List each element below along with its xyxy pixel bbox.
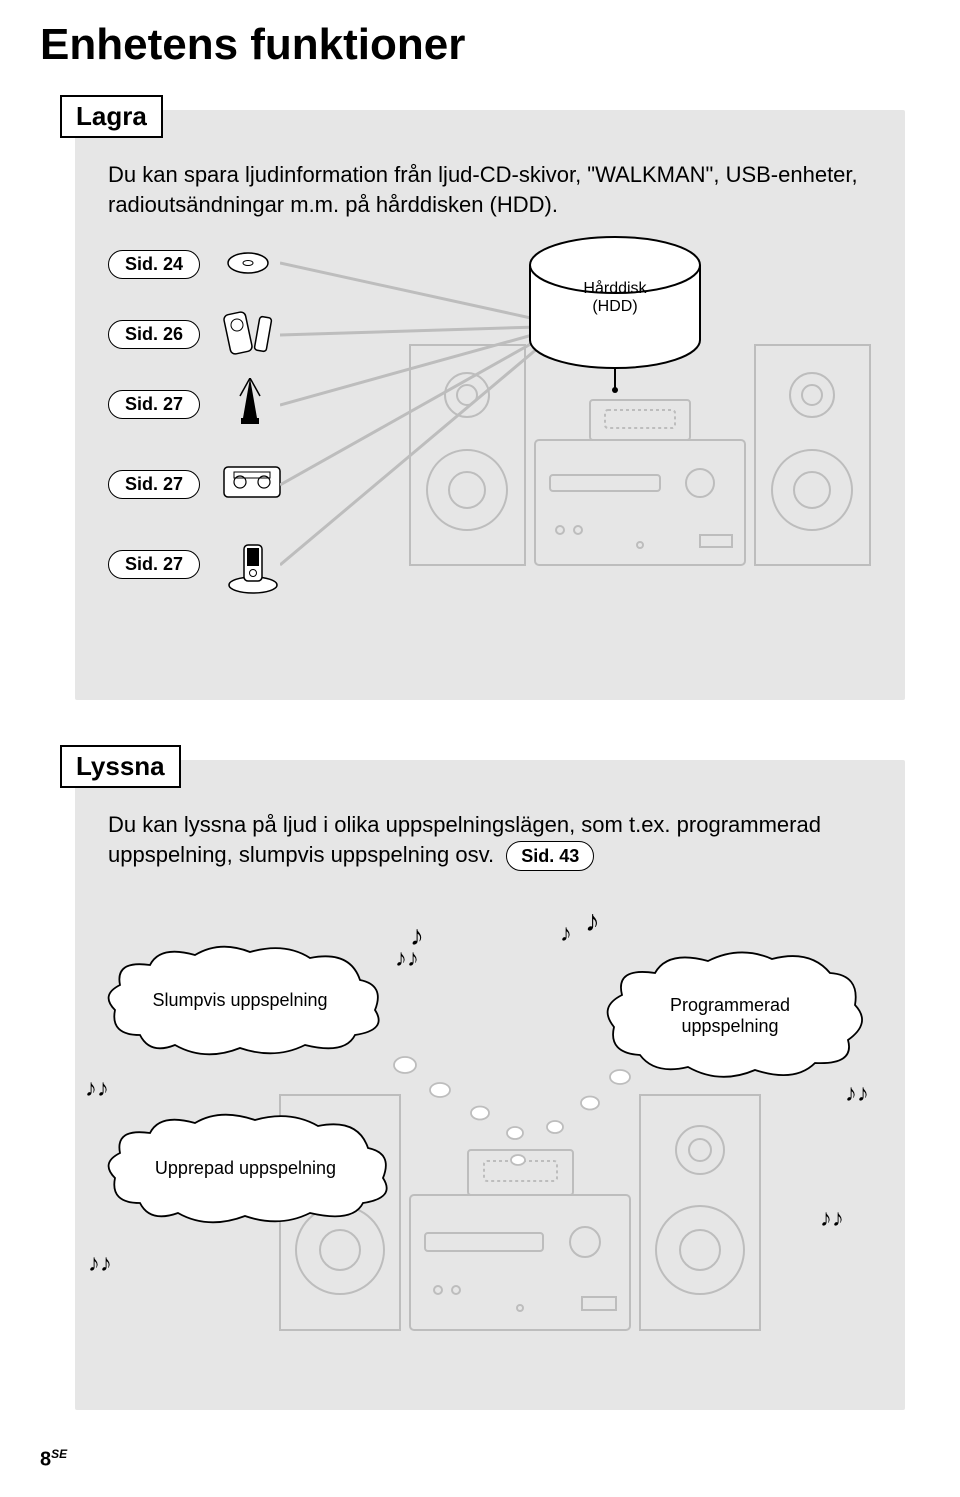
page-number-sup: SE xyxy=(51,1447,67,1461)
music-note-icon: ♪ xyxy=(560,920,572,948)
hdd-label-line1: Hårddisk xyxy=(583,280,646,297)
cloud-program-text: Programmerad uppspelning xyxy=(640,995,820,1037)
listen-intro: Du kan lyssna på ljud i olika uppspelnin… xyxy=(108,810,878,871)
cloud-repeat-text: Upprepad uppspelning xyxy=(133,1158,358,1179)
dock-icon xyxy=(226,540,281,600)
page-ref-26: Sid. 26 xyxy=(108,320,200,349)
page-ref-27c: Sid. 27 xyxy=(108,550,200,579)
listen-intro-text: Du kan lyssna på ljud i olika uppspelnin… xyxy=(108,812,821,867)
page-number-value: 8 xyxy=(40,1449,51,1471)
stereo-ghost-store-icon xyxy=(400,320,880,600)
music-note-icon: ♪♪ xyxy=(820,1205,844,1233)
walkman-icon xyxy=(222,305,282,365)
page-ref-27a: Sid. 27 xyxy=(108,390,200,419)
bubble-trail-icon xyxy=(390,1035,640,1195)
page-title: Enhetens funktioner xyxy=(40,20,465,70)
page-ref-43: Sid. 43 xyxy=(506,841,594,871)
music-note-icon: ♪♪ xyxy=(88,1250,112,1278)
hdd-label-line2: (HDD) xyxy=(592,298,637,315)
page-ref-27b: Sid. 27 xyxy=(108,470,200,499)
cloud-shuffle-text: Slumpvis uppspelning xyxy=(135,990,345,1011)
music-note-icon: ♪ xyxy=(585,905,600,939)
store-intro: Du kan spara ljudinformation från ljud-C… xyxy=(108,160,878,219)
cassette-icon xyxy=(222,462,282,507)
music-note-icon: ♪♪ xyxy=(85,1075,109,1103)
page-ref-24: Sid. 24 xyxy=(108,250,200,279)
antenna-icon xyxy=(235,378,265,431)
cd-icon xyxy=(225,248,271,283)
section-store-label: Lagra xyxy=(60,95,163,138)
page-number: 8SE xyxy=(40,1447,67,1472)
music-note-icon: ♪♪ xyxy=(845,1080,869,1108)
section-listen-label: Lyssna xyxy=(60,745,181,788)
hdd-label: Hårddisk (HDD) xyxy=(555,280,675,316)
music-note-icon: ♪ xyxy=(410,920,424,952)
